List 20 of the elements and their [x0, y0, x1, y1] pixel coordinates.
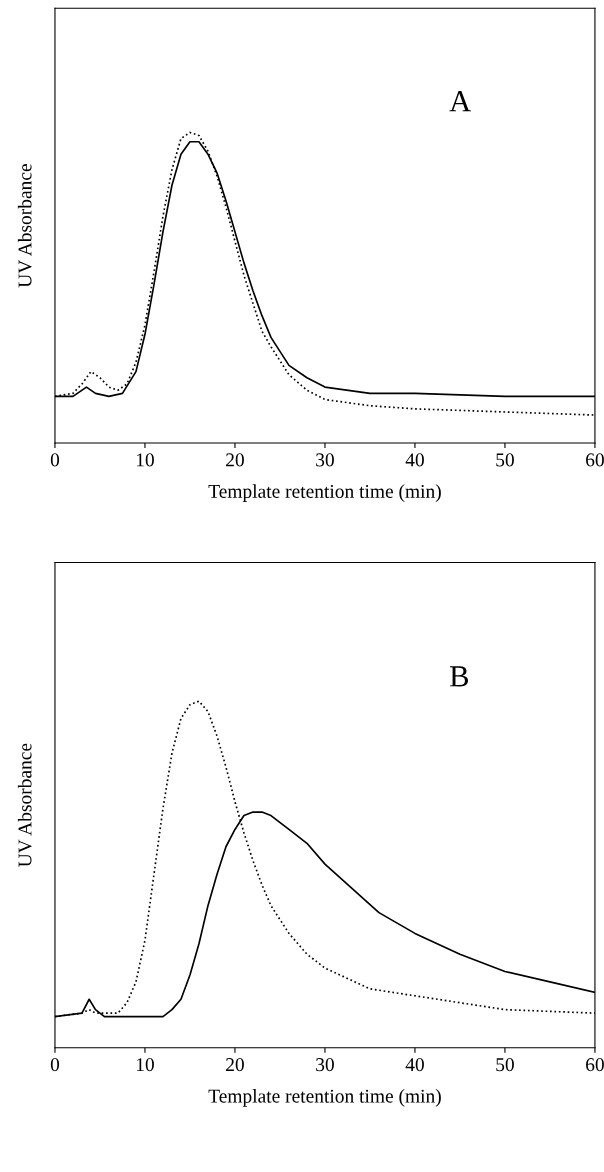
y-axis-title: UV Absorbance — [17, 743, 32, 867]
x-tick-label: 0 — [50, 1058, 60, 1072]
x-tick-label: 30 — [316, 453, 334, 467]
x-tick-label: 20 — [226, 1058, 244, 1072]
x-tick-label: 50 — [496, 1058, 514, 1072]
x-tick-label: 30 — [316, 1058, 334, 1072]
y-axis-title: UV Absorbance — [17, 164, 32, 288]
x-tick-label: 60 — [586, 1058, 604, 1072]
x-tick-label: 40 — [405, 1058, 424, 1072]
x-axis-title: Template retention time (min) — [208, 1089, 441, 1107]
x-tick-label: 40 — [405, 453, 424, 467]
text: A — [449, 91, 471, 112]
x-tick-label: 10 — [136, 453, 154, 467]
x-tick-label: 50 — [496, 453, 514, 467]
x-axis-title: Template retention time (min) — [208, 484, 441, 502]
x-tick-label: 60 — [586, 453, 604, 467]
x-tick-label: 10 — [136, 1058, 154, 1072]
x-tick-label: 20 — [226, 453, 244, 467]
text: B — [450, 666, 469, 687]
x-tick-label: 0 — [50, 453, 60, 467]
